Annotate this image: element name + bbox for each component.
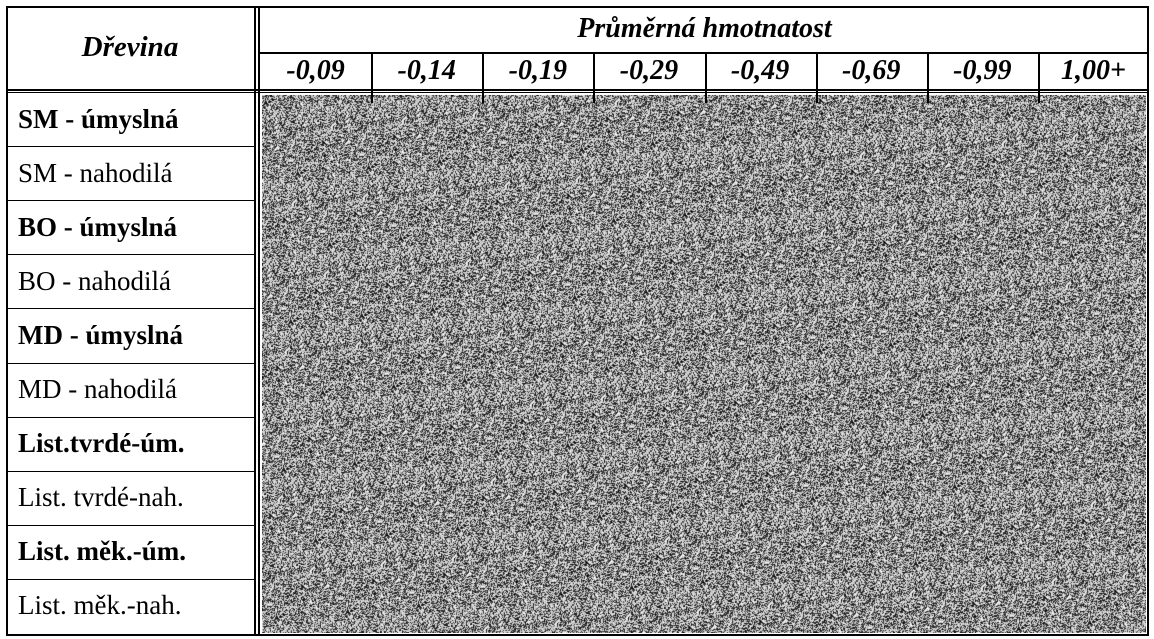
row-label: List. měk.-nah. <box>18 590 182 621</box>
column-divider <box>704 52 707 103</box>
column-header: -0,69 <box>842 55 901 86</box>
column-header: -0,29 <box>619 55 679 86</box>
column-divider <box>1037 52 1040 103</box>
row-divider <box>6 146 254 148</box>
column-header: -0,19 <box>508 55 567 86</box>
row-label: SM - nahodilá <box>18 157 173 188</box>
data-table: Dřevina Průměrná hmotnatost -0,09 -0,14 -0… <box>6 6 1149 636</box>
label-divider <box>258 6 260 636</box>
table-border-right <box>1147 6 1149 636</box>
column-divider <box>815 52 818 103</box>
row-label: SM - úmyslná <box>18 103 179 134</box>
column-header: -0,99 <box>953 55 1012 86</box>
column-divider <box>482 52 485 103</box>
row-divider <box>6 200 254 202</box>
corner-header: Dřevina <box>81 31 179 63</box>
column-header: -0,14 <box>397 55 456 86</box>
column-divider <box>371 52 374 103</box>
table-border-bottom <box>6 634 1149 636</box>
row-divider <box>6 416 254 418</box>
column-header: -0,49 <box>730 55 790 86</box>
row-label: BO - úmyslná <box>18 211 178 242</box>
obscured-data-area <box>262 95 1146 633</box>
row-label: MD - nahodilá <box>18 374 177 405</box>
row-label: MD - úmyslná <box>18 319 184 350</box>
table-border-top <box>6 6 1149 8</box>
column-header: -0,09 <box>286 55 345 86</box>
row-label: List. tvrdé-nah. <box>18 482 184 513</box>
label-divider <box>254 6 256 636</box>
row-divider <box>6 524 254 526</box>
row-label: List.tvrdé-úm. <box>18 428 185 459</box>
row-divider <box>6 308 254 310</box>
column-header: 1,00+ <box>1060 55 1126 86</box>
header-double-rule <box>6 92 1149 93</box>
row-divider <box>6 254 254 256</box>
table-border-left <box>6 6 8 636</box>
row-label: List. měk.-úm. <box>18 536 186 567</box>
row-divider <box>6 578 254 580</box>
header-double-rule <box>6 89 1149 91</box>
group-header: Průměrná hmotnatost <box>577 13 832 44</box>
row-divider <box>6 362 254 364</box>
row-label: BO - nahodilá <box>18 265 171 296</box>
column-divider <box>926 52 929 103</box>
row-divider <box>6 470 254 472</box>
column-divider <box>593 52 596 103</box>
